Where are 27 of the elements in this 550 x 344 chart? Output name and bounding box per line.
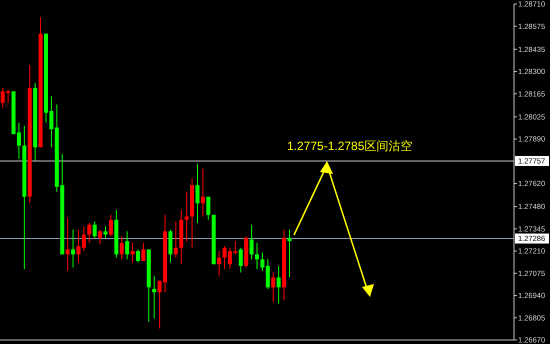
candlestick <box>152 275 156 320</box>
candlestick <box>130 242 135 264</box>
candlestick <box>104 226 108 238</box>
candlestick <box>141 242 146 262</box>
candlestick <box>120 236 124 260</box>
candlestick <box>125 230 130 260</box>
candlestick <box>66 218 70 272</box>
candlestick <box>217 250 222 276</box>
candlestick <box>271 272 276 303</box>
candlestick <box>92 220 97 238</box>
candlestick <box>98 229 102 245</box>
candlestick <box>287 229 292 278</box>
candlestick <box>250 224 254 260</box>
candlestick <box>87 222 92 244</box>
candlestick <box>206 196 210 220</box>
candlestick <box>200 168 205 217</box>
annotation: 1.2775-1.2785区间沽空 <box>287 139 412 153</box>
candlestick <box>195 163 200 224</box>
candlestick <box>255 242 259 270</box>
candlestick <box>184 191 189 242</box>
candlestick <box>276 265 281 304</box>
candlestick <box>108 214 113 237</box>
candlestick <box>174 220 178 258</box>
candlestick <box>238 247 243 273</box>
candlestick <box>71 229 76 268</box>
candlestick <box>136 248 140 264</box>
candlestick <box>168 229 172 264</box>
